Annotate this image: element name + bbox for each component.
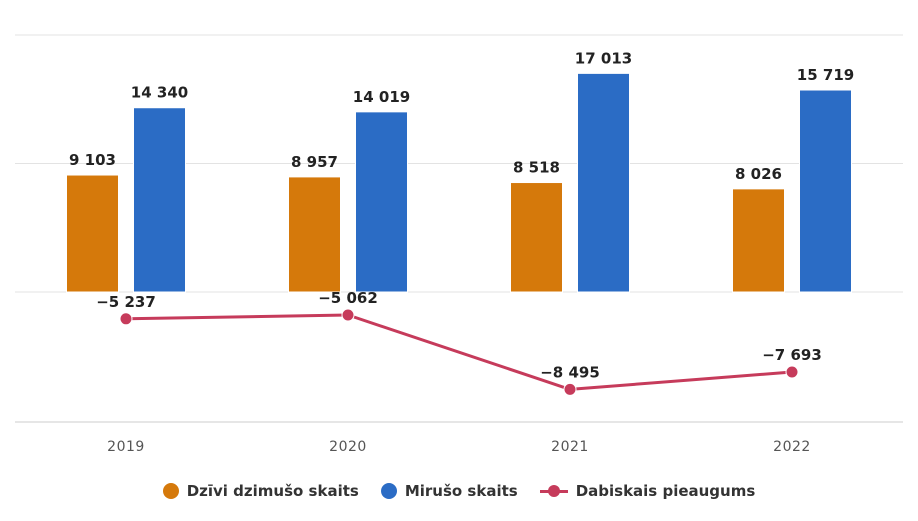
legend-natural-growth-label: Dabiskais pieaugums bbox=[575, 482, 756, 500]
bar-deaths-2019 bbox=[133, 107, 186, 293]
legend-deaths-marker bbox=[380, 483, 397, 499]
bar-series bbox=[66, 72, 852, 293]
legend-item-natural-growth[interactable]: Dabiskais pieaugums bbox=[539, 482, 756, 500]
line-series bbox=[119, 308, 799, 396]
bar-deaths-2022 bbox=[799, 89, 852, 293]
legend-deaths-label: Mirušo skaits bbox=[404, 482, 518, 500]
x-tick-2019: 2019 bbox=[107, 439, 145, 455]
label-growth-2019: −5 237 bbox=[96, 293, 156, 311]
x-tick-2021: 2021 bbox=[551, 439, 589, 455]
legend-natural-growth-marker bbox=[539, 483, 568, 499]
bar-births-2020 bbox=[288, 176, 341, 293]
bar-deaths-2021 bbox=[577, 72, 630, 293]
legend-births-marker bbox=[162, 483, 179, 499]
legend: Dzīvi dzimušo skaits Mirušo skaits Dabis… bbox=[0, 482, 918, 500]
bar-births-2019 bbox=[66, 174, 119, 293]
x-tick-2020: 2020 bbox=[329, 439, 367, 455]
growth-point-2019 bbox=[119, 312, 133, 326]
bar-deaths-2020 bbox=[355, 111, 408, 293]
chart-area: 9 103 14 340 8 957 14 019 8 518 17 013 8 026 15… bbox=[15, 34, 903, 455]
label-growth-2020: −5 062 bbox=[318, 289, 378, 307]
legend-item-deaths[interactable]: Mirušo skaits bbox=[380, 482, 518, 500]
label-births-2019: 9 103 bbox=[69, 151, 116, 169]
label-deaths-2022: 15 719 bbox=[797, 66, 854, 84]
x-tick-2022: 2022 bbox=[773, 439, 811, 455]
legend-item-births[interactable]: Dzīvi dzimušo skaits bbox=[162, 482, 359, 500]
legend-births-label: Dzīvi dzimušo skaits bbox=[186, 482, 359, 500]
label-deaths-2021: 17 013 bbox=[575, 49, 632, 67]
label-growth-2022: −7 693 bbox=[762, 346, 822, 364]
label-deaths-2020: 14 019 bbox=[353, 88, 410, 106]
growth-point-2022 bbox=[785, 365, 799, 379]
label-deaths-2019: 14 340 bbox=[131, 84, 188, 102]
label-births-2020: 8 957 bbox=[291, 153, 338, 171]
label-births-2022: 8 026 bbox=[735, 165, 782, 183]
label-births-2021: 8 518 bbox=[513, 159, 560, 177]
data-labels: 9 103 14 340 8 957 14 019 8 518 17 013 8 026 15… bbox=[69, 49, 854, 381]
bar-births-2022 bbox=[732, 188, 785, 293]
x-axis: 2019 2020 2021 2022 bbox=[107, 439, 811, 455]
growth-line bbox=[125, 313, 793, 391]
label-growth-2021: −8 495 bbox=[540, 363, 600, 381]
growth-point-2020 bbox=[341, 308, 355, 322]
bar-births-2021 bbox=[510, 182, 563, 293]
growth-point-2021 bbox=[563, 382, 577, 396]
